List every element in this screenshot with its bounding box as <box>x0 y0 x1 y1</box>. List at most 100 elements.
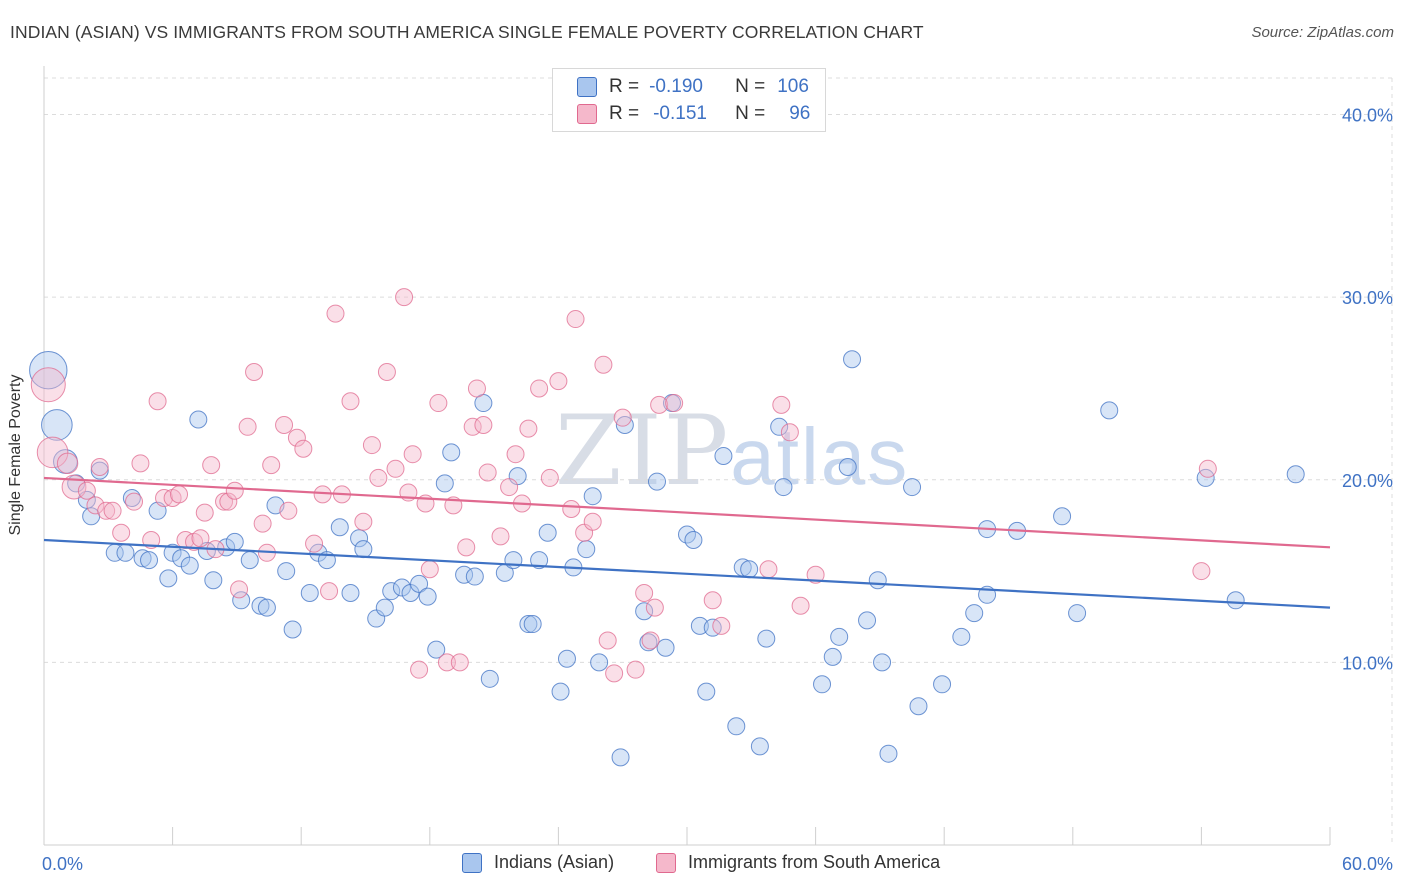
point-immigrants <box>287 428 306 447</box>
stats-legend: R = -0.190 N = 106 R = -0.151 N = 96 <box>552 68 826 132</box>
point-immigrants <box>170 485 189 504</box>
point-indians <box>583 487 602 506</box>
point-immigrants <box>395 288 414 307</box>
point-immigrants <box>125 492 144 511</box>
y-tick-label: 20.0% <box>1342 471 1393 491</box>
point-indians <box>240 551 259 570</box>
legend-item-immigrants-label: Immigrants from South America <box>688 852 941 872</box>
point-indians <box>656 638 675 657</box>
x-tick-label: 0.0% <box>42 854 83 874</box>
point-immigrants <box>594 355 613 374</box>
watermark-atlas: atlas <box>730 412 910 501</box>
point-immigrants <box>450 653 469 672</box>
point-indians <box>350 529 369 548</box>
point-indians <box>523 615 542 634</box>
point-indians <box>140 551 159 570</box>
point-immigrants <box>90 457 109 476</box>
point-immigrants <box>386 459 405 478</box>
point-indians <box>774 478 793 497</box>
point-indians <box>1286 465 1305 484</box>
point-immigrants <box>429 394 448 413</box>
point-immigrants <box>665 394 684 413</box>
point-indians <box>965 604 984 623</box>
point-indians <box>879 744 898 763</box>
point-immigrants <box>583 512 602 531</box>
point-indians <box>740 560 759 579</box>
point-immigrants <box>230 580 249 599</box>
point-indians <box>341 583 360 602</box>
point-indians <box>557 649 576 668</box>
point-immigrants <box>142 531 161 550</box>
point-indians <box>435 474 454 493</box>
point-indians <box>163 543 182 562</box>
point-immigrants <box>478 463 497 482</box>
point-indians <box>375 598 394 617</box>
point-immigrants <box>613 408 632 427</box>
point-immigrants <box>354 512 373 531</box>
point-immigrants <box>641 631 660 650</box>
tick-labels: 10.0% 20.0% 30.0% 40.0% 0.0% 60.0% <box>42 106 1393 874</box>
point-indians <box>382 582 401 601</box>
legend-item-immigrants[interactable]: Immigrants from South America <box>656 852 940 873</box>
legend-item-indians[interactable]: Indians (Asian) <box>462 852 614 873</box>
point-immigrants <box>540 468 559 487</box>
point-indians <box>204 571 223 590</box>
point-indians <box>611 748 630 767</box>
point-immigrants <box>605 664 624 683</box>
point-indians <box>750 737 769 756</box>
point-indians <box>480 669 499 688</box>
point-indians <box>133 549 152 568</box>
point-immigrants <box>97 501 116 520</box>
series-legend: Indians (Asian) Immigrants from South Am… <box>0 852 1406 876</box>
point-immigrants <box>195 503 214 522</box>
point-immigrants <box>219 492 238 511</box>
point-indians <box>909 697 928 716</box>
y-tick-label: 40.0% <box>1342 106 1393 126</box>
point-immigrants <box>566 310 585 329</box>
watermark-zip: ZIP <box>555 395 731 507</box>
legend-r-value-2: -0.151 <box>653 103 707 124</box>
point-indians <box>283 620 302 639</box>
point-indians <box>933 675 952 694</box>
point-indians <box>647 472 666 491</box>
point-indians <box>257 598 276 617</box>
point-immigrants <box>202 456 221 475</box>
point-indians <box>770 417 789 436</box>
point-immigrants <box>703 591 722 610</box>
point-immigrants <box>112 523 131 542</box>
point-indians <box>538 523 557 542</box>
point-immigrants <box>341 392 360 411</box>
point-immigrants <box>712 616 731 635</box>
point-immigrants <box>1192 562 1211 581</box>
point-immigrants <box>77 481 96 500</box>
legend-row-blue: R = -0.190 N = 106 <box>577 75 809 99</box>
point-indians <box>465 567 484 586</box>
chart-title: INDIAN (ASIAN) VS IMMIGRANTS FROM SOUTH … <box>10 22 924 42</box>
blue-swatch <box>577 77 597 97</box>
point-immigrants <box>275 415 294 434</box>
point-immigrants <box>362 436 381 455</box>
point-immigrants <box>191 529 210 548</box>
axes <box>43 66 1331 846</box>
point-indians <box>1053 507 1072 526</box>
point-indians <box>251 596 270 615</box>
legend-r-label-1: R = <box>609 76 640 97</box>
legend-r-label-2: R = <box>609 103 640 124</box>
point-indians <box>757 629 776 648</box>
point-immigrants <box>253 514 272 533</box>
point-immigrants <box>791 596 810 615</box>
point-immigrants <box>410 660 429 679</box>
point-immigrants <box>437 653 456 672</box>
point-immigrants <box>245 363 264 382</box>
point-indians <box>300 583 319 602</box>
point-indians <box>838 457 857 476</box>
point-immigrants <box>457 538 476 557</box>
point-indians <box>873 653 892 672</box>
point-indians <box>29 350 68 390</box>
point-immigrants <box>549 372 568 391</box>
point-indians <box>530 551 549 570</box>
point-immigrants <box>506 445 525 464</box>
point-indians <box>727 717 746 736</box>
trend-lines <box>43 476 1331 609</box>
